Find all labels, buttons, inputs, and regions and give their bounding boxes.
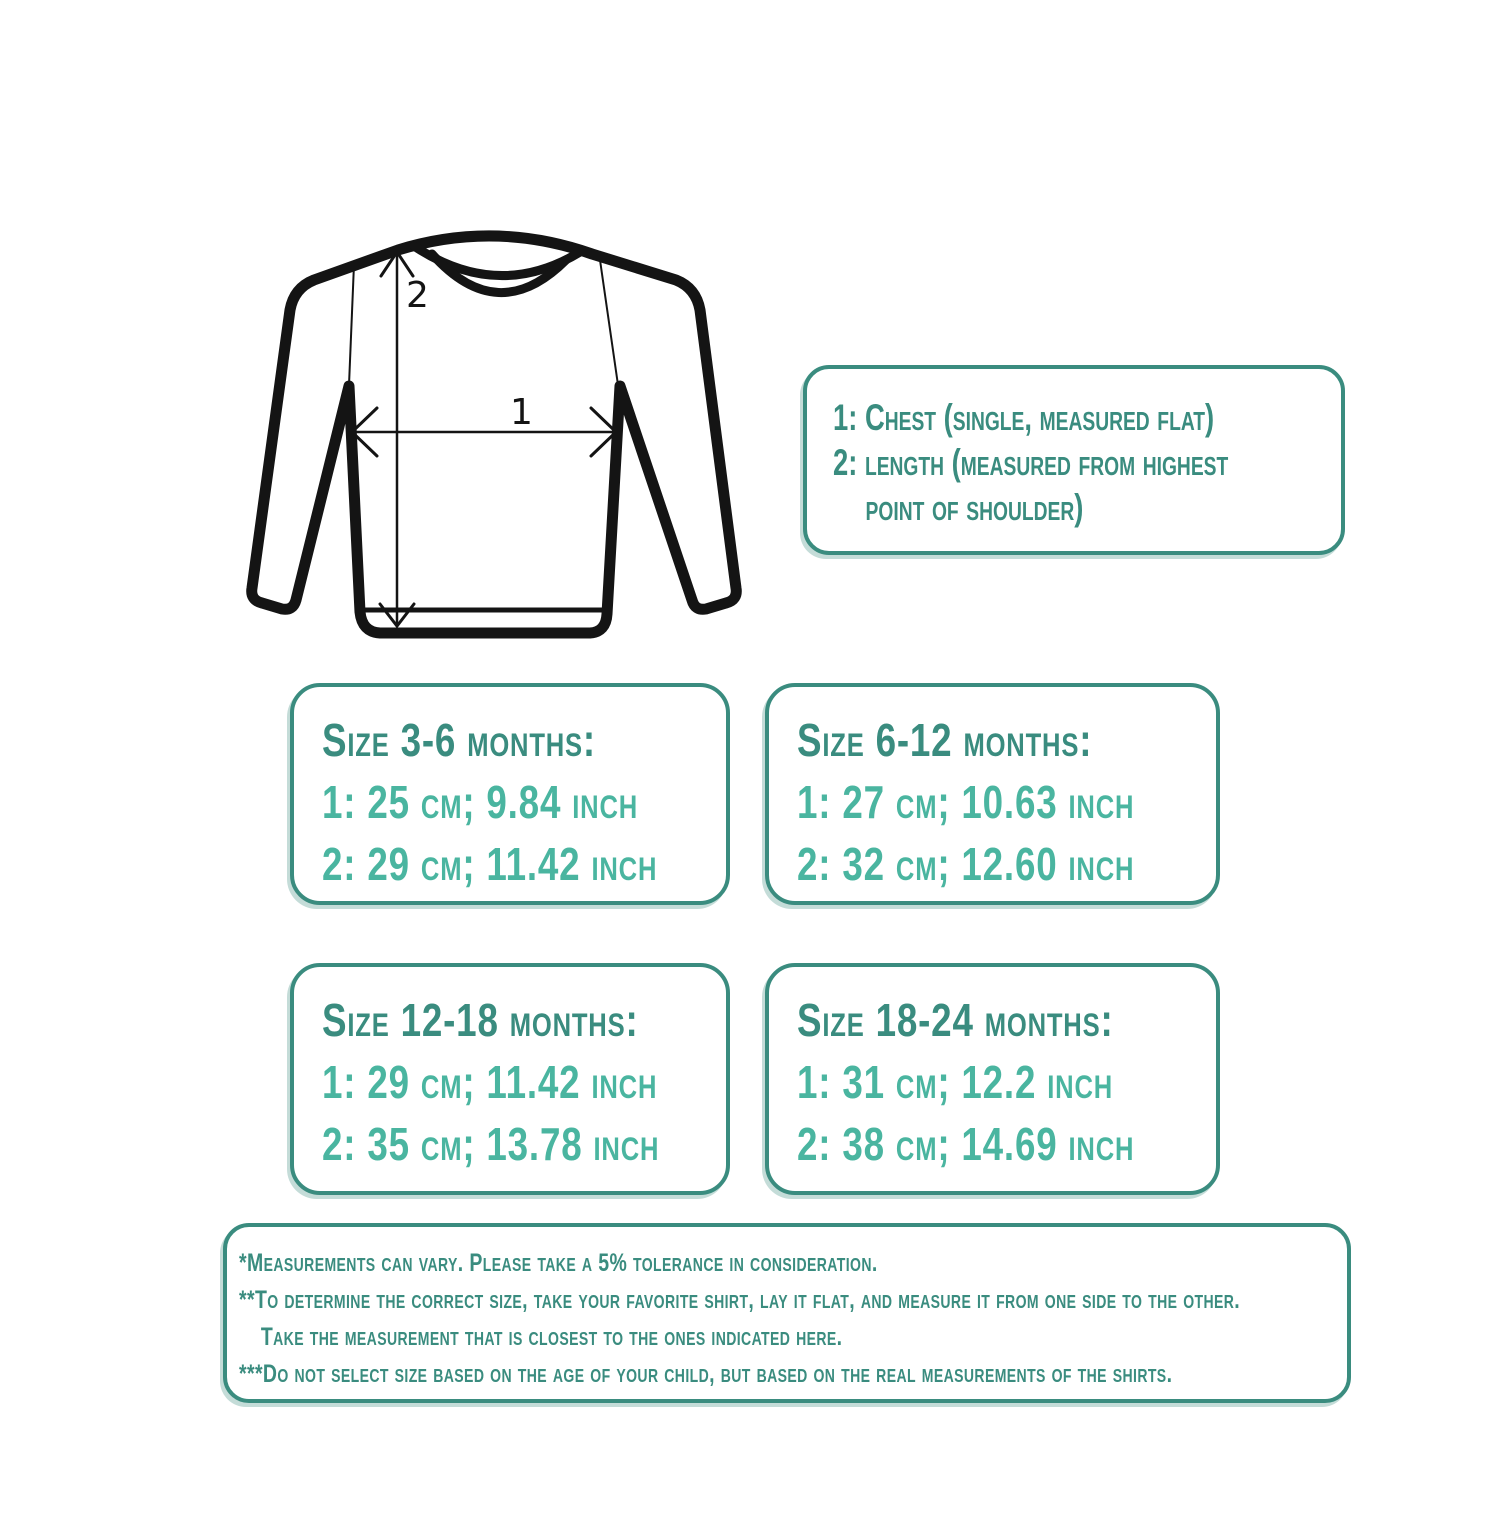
length-arrow: 2 bbox=[378, 249, 429, 629]
length-measurement: 2: 35 cm; 13.78 inch bbox=[322, 1118, 660, 1170]
size-title: Size 12-18 months: bbox=[322, 994, 639, 1046]
footnote-how-to-measure-cont: Take the measurement that is closest to … bbox=[260, 1323, 843, 1351]
footnote-how-to-measure: **To determine the correct size, take yo… bbox=[239, 1286, 1241, 1314]
chest-arrow-label: 1 bbox=[510, 392, 533, 433]
garment-outline bbox=[246, 230, 742, 639]
chest-measurement: 1: 31 cm; 12.2 inch bbox=[797, 1056, 1114, 1108]
size-title: Size 18-24 months: bbox=[797, 994, 1114, 1046]
shirt-diagram: 2 1 bbox=[246, 230, 742, 639]
legend-box: 1: Chest (single, measured flat) 2: leng… bbox=[803, 365, 1345, 555]
seam-guides bbox=[348, 259, 619, 386]
chest-measurement: 1: 27 cm; 10.63 inch bbox=[797, 776, 1135, 828]
size-title: Size 6-12 months: bbox=[797, 714, 1093, 766]
footnotes-box: *Measurements can vary. Please take a 5%… bbox=[223, 1223, 1351, 1403]
chest-measurement: 1: 25 cm; 9.84 inch bbox=[322, 776, 639, 828]
legend-line-chest: 1: Chest (single, measured flat) bbox=[833, 397, 1215, 438]
length-measurement: 2: 29 cm; 11.42 inch bbox=[322, 838, 658, 890]
length-measurement: 2: 32 cm; 12.60 inch bbox=[797, 838, 1135, 890]
chest-measurement: 1: 29 cm; 11.42 inch bbox=[322, 1056, 658, 1108]
size-box-12-18-months: Size 12-18 months: 1: 29 cm; 11.42 inch … bbox=[290, 963, 730, 1195]
length-measurement: 2: 38 cm; 14.69 inch bbox=[797, 1118, 1135, 1170]
size-box-3-6-months: Size 3-6 months: 1: 25 cm; 9.84 inch 2: … bbox=[290, 683, 730, 905]
size-box-18-24-months: Size 18-24 months: 1: 31 cm; 12.2 inch 2… bbox=[765, 963, 1220, 1195]
chest-arrow: 1 bbox=[349, 392, 619, 458]
collar bbox=[409, 241, 585, 297]
legend-line-length-cont: point of shoulder) bbox=[865, 487, 1084, 528]
size-box-6-12-months: Size 6-12 months: 1: 27 cm; 10.63 inch 2… bbox=[765, 683, 1220, 905]
size-title: Size 3-6 months: bbox=[322, 714, 596, 766]
legend-line-length: 2: length (measured from highest bbox=[833, 442, 1229, 483]
footnote-tolerance: *Measurements can vary. Please take a 5%… bbox=[239, 1249, 878, 1277]
footnote-age-warning: ***Do not select size based on the age o… bbox=[239, 1360, 1173, 1388]
length-arrow-label: 2 bbox=[406, 275, 429, 316]
